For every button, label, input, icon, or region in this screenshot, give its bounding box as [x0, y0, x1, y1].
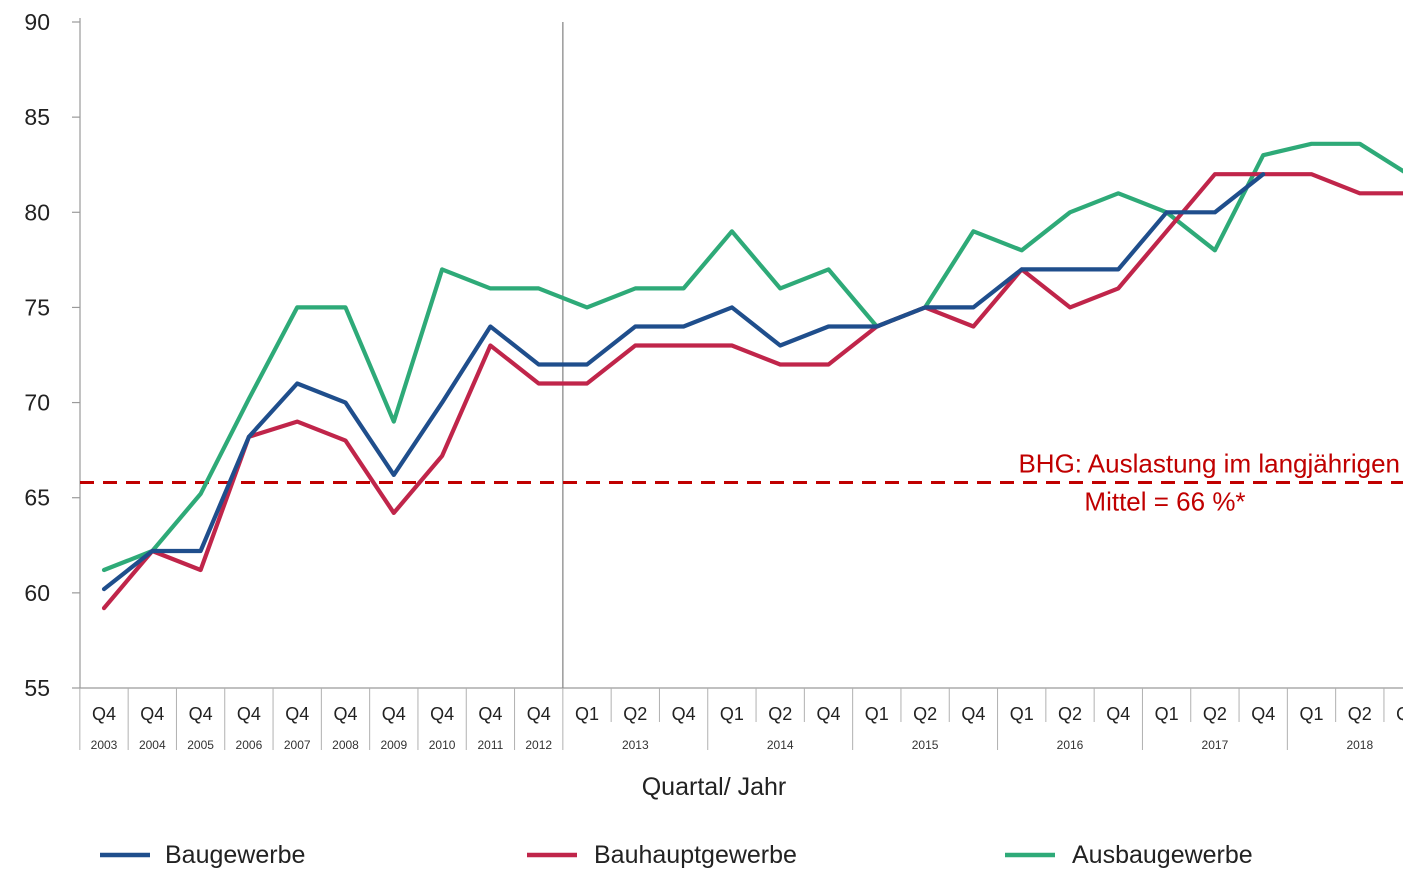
quarter-label: Q4 — [672, 704, 696, 724]
quarter-label: Q4 — [92, 704, 116, 724]
quarter-label: Q1 — [865, 704, 889, 724]
year-label: 2003 — [91, 738, 118, 752]
series-line-ausbaugewerbe — [101, 141, 1403, 573]
year-label: 2016 — [1057, 738, 1084, 752]
quarter-label: Q4 — [333, 704, 357, 724]
year-label: 2008 — [332, 738, 359, 752]
quarter-label: Q4 — [140, 704, 164, 724]
legend: Baugewerbe Bauhauptgewerbe Ausbaugewerbe — [100, 841, 1253, 869]
year-label: 2006 — [236, 738, 263, 752]
quarter-label: Q4 — [961, 704, 985, 724]
year-label: 2014 — [767, 738, 794, 752]
quarter-label: Q2 — [623, 704, 647, 724]
quarter-label: Q4 — [527, 704, 551, 724]
year-label: 2013 — [622, 738, 649, 752]
year-label: 2007 — [284, 738, 311, 752]
quarter-label: Q2 — [1203, 704, 1227, 724]
quarter-label: Q2 — [1058, 704, 1082, 724]
quarter-label: Q2 — [1348, 704, 1372, 724]
series-line-baugewerbe — [101, 172, 1266, 592]
quarter-label: Q2 — [768, 704, 792, 724]
x-axis: Q4 Q4 Q4 Q4 Q4 Q4 Q4 Q4 Q4 Q4 Q1 Q2 Q4 Q1 Q2 Q4 Q1 Q2 Q4 Q1… — [79, 22, 1403, 752]
year-label: 2004 — [139, 738, 166, 752]
x-axis-label: Quartal/ Jahr — [642, 773, 787, 801]
quarter-label: Q1 — [575, 704, 599, 724]
quarter-label: Q1 — [720, 704, 744, 724]
quarter-label: Q4 — [1396, 704, 1403, 724]
year-label: 2005 — [187, 738, 214, 752]
year-label: 2015 — [912, 738, 939, 752]
quarter-label: Q4 — [189, 704, 213, 724]
year-label: 2011 — [477, 738, 503, 752]
quarter-label: Q1 — [1299, 704, 1323, 724]
year-label: 2018 — [1346, 738, 1373, 752]
year-label: 2012 — [525, 738, 552, 752]
year-label: 2017 — [1202, 738, 1229, 752]
legend-label: Bauhauptgewerbe — [594, 841, 797, 869]
y-tick-label: 90 — [24, 9, 50, 35]
series-line-bauhauptgewerbe — [101, 172, 1403, 611]
y-axis: 55 60 65 70 75 80 85 90 — [24, 9, 81, 701]
y-tick-label: 55 — [24, 675, 50, 701]
y-tick-label: 60 — [24, 580, 50, 606]
legend-label: Baugewerbe — [165, 841, 305, 869]
y-tick-label: 80 — [24, 199, 50, 225]
y-tick-label: 65 — [24, 485, 50, 511]
reference-line-label: BHG: Auslastung im langjährigen — [1018, 448, 1400, 478]
quarter-label: Q1 — [1155, 704, 1179, 724]
y-tick-label: 85 — [24, 104, 50, 130]
year-label: 2009 — [380, 738, 407, 752]
quarter-label: Q4 — [478, 704, 502, 724]
quarter-label: Q1 — [1010, 704, 1034, 724]
y-tick-label: 70 — [24, 390, 50, 416]
quarter-label: Q4 — [1106, 704, 1130, 724]
quarter-label: Q4 — [382, 704, 406, 724]
quarter-label: Q2 — [913, 704, 937, 724]
quarter-label: Q4 — [430, 704, 454, 724]
year-label: 2010 — [429, 738, 456, 752]
reference-line-group: BHG: Auslastung im langjährigen Mittel = … — [80, 448, 1403, 516]
y-tick-label: 75 — [24, 294, 50, 320]
legend-label: Ausbaugewerbe — [1072, 841, 1253, 869]
quarter-label: Q4 — [237, 704, 261, 724]
quarter-label: Q4 — [1251, 704, 1275, 724]
series-group — [101, 141, 1403, 611]
quarter-label: Q4 — [816, 704, 840, 724]
reference-line-value: Mittel = 66 %* — [1084, 486, 1245, 516]
quarter-label: Q4 — [285, 704, 309, 724]
